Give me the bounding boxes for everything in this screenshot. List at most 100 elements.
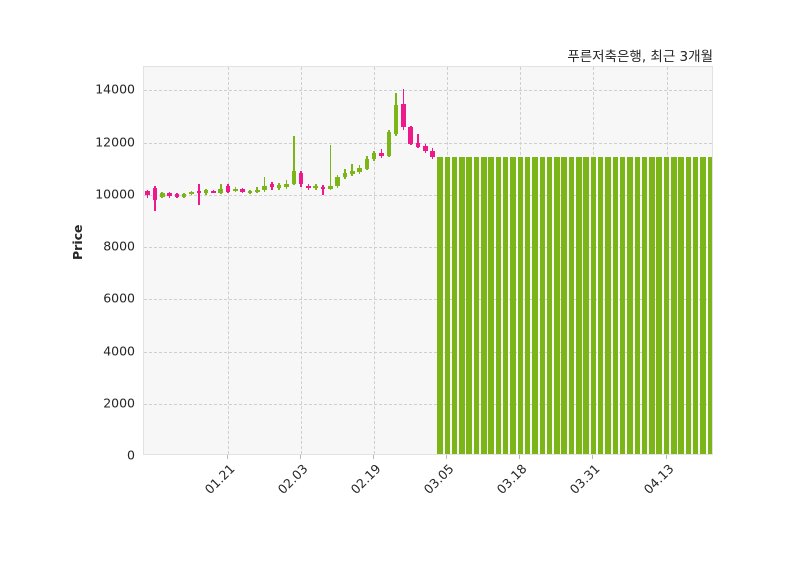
- flat-bar: [627, 157, 633, 454]
- y-tick-label: 10000: [95, 186, 135, 202]
- candle-wick: [198, 184, 200, 205]
- candle-body: [174, 194, 180, 197]
- flat-bar: [634, 157, 640, 454]
- x-tick-label: 01.21: [201, 461, 238, 497]
- flat-bar: [488, 157, 494, 454]
- candle-body: [189, 191, 194, 195]
- flat-bar: [554, 157, 560, 454]
- gridline-vertical: [301, 67, 303, 454]
- flat-bar: [481, 157, 487, 454]
- x-tick-label: 03.31: [567, 461, 604, 497]
- flat-bar: [583, 157, 589, 454]
- y-tick-label: 6000: [103, 290, 135, 306]
- x-tick-mark: [665, 455, 667, 459]
- candle-wick: [322, 185, 324, 195]
- candle-wick: [293, 136, 295, 185]
- flat-bar: [546, 157, 553, 454]
- candle-body: [364, 158, 370, 169]
- candle-body: [371, 153, 377, 159]
- x-tick-mark: [227, 455, 229, 459]
- y-tick-label: 14000: [95, 81, 135, 97]
- flat-bar: [671, 157, 677, 454]
- gridline-horizontal: [144, 299, 712, 301]
- candle-body: [386, 132, 392, 157]
- flat-bar: [576, 157, 582, 454]
- candle-body: [393, 104, 399, 134]
- x-tick-label: 03.05: [420, 461, 457, 497]
- flat-bar: [444, 157, 450, 454]
- flat-bar: [707, 157, 712, 454]
- candle-wick: [351, 164, 354, 177]
- flat-bar: [532, 157, 538, 454]
- candle-body: [269, 184, 275, 188]
- candle-body: [291, 171, 297, 184]
- plot-area: [143, 66, 713, 455]
- candle-body: [152, 187, 158, 201]
- candle-body: [306, 186, 311, 189]
- flat-bar: [685, 157, 692, 454]
- flat-bar: [510, 157, 516, 454]
- flat-bar: [473, 157, 480, 454]
- flat-bar: [437, 157, 443, 454]
- flat-bar: [517, 157, 524, 454]
- candle-body: [320, 186, 326, 189]
- x-tick-mark: [300, 455, 302, 459]
- candle-body: [401, 103, 406, 128]
- candle-body: [379, 153, 384, 156]
- flat-bar: [590, 157, 597, 454]
- gridline-horizontal: [144, 194, 712, 196]
- gridline-horizontal: [144, 351, 712, 353]
- y-tick-label: 0: [127, 447, 135, 463]
- candle-wick: [329, 145, 332, 191]
- candle-wick: [263, 176, 266, 192]
- candle-body: [335, 176, 340, 187]
- candle-body: [313, 186, 318, 189]
- flat-bar: [503, 157, 509, 454]
- candle-body: [350, 171, 355, 175]
- flat-bar: [605, 157, 611, 454]
- candle-wick: [417, 133, 419, 149]
- gridline-horizontal: [144, 142, 712, 144]
- candle-body: [255, 189, 260, 192]
- y-axis-label: Price: [70, 224, 85, 261]
- x-tick-mark: [592, 455, 594, 459]
- candle-body: [211, 190, 216, 193]
- gridline-vertical: [374, 67, 376, 454]
- flat-bar: [539, 157, 545, 454]
- flat-bar: [612, 157, 619, 454]
- y-tick-label: 12000: [95, 134, 135, 150]
- flat-bar: [693, 157, 699, 454]
- y-tick-label: 2000: [103, 395, 135, 411]
- x-tick-mark: [446, 455, 448, 459]
- candle-body: [145, 191, 150, 196]
- flat-bar: [459, 157, 465, 454]
- flat-bar: [641, 157, 648, 454]
- candle-body: [408, 127, 413, 145]
- flat-bar: [656, 157, 662, 454]
- candle-body: [167, 192, 172, 197]
- flat-bar: [561, 157, 567, 454]
- x-tick-mark: [519, 455, 521, 459]
- candle-body: [160, 192, 165, 197]
- candle-body: [247, 191, 253, 194]
- flat-bar: [663, 157, 670, 454]
- flat-bar: [598, 157, 604, 454]
- x-tick-label: 03.18: [494, 461, 530, 497]
- candle-body: [430, 150, 435, 158]
- x-tick-mark: [373, 455, 375, 459]
- x-tick-label: 02.03: [274, 461, 311, 497]
- flat-bar: [524, 157, 531, 454]
- candle-body: [196, 191, 202, 193]
- candle-body: [415, 142, 421, 147]
- candle-body: [342, 172, 348, 178]
- gridline-vertical: [228, 67, 230, 454]
- candle-body: [262, 186, 267, 191]
- candle-body: [181, 194, 187, 197]
- flat-bar: [700, 157, 706, 454]
- candle-body: [240, 188, 245, 192]
- flat-bar: [451, 157, 458, 454]
- flat-bar: [678, 157, 684, 454]
- chart-title: 푸른저축은행, 최근 3개월: [567, 49, 713, 65]
- flat-bar: [619, 157, 626, 454]
